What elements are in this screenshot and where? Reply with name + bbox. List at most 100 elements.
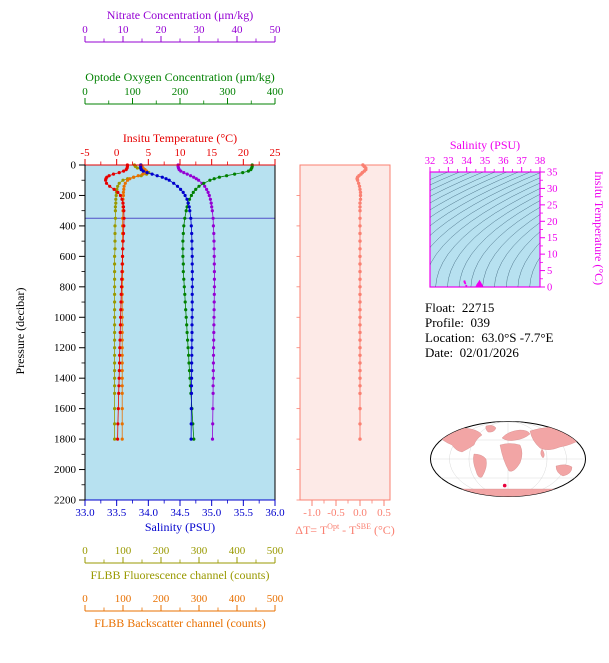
data-point [114,193,118,198]
tick-label: 400 [229,545,246,557]
data-point [189,384,194,388]
tick-label: 33.0 [75,507,95,519]
data-point [190,353,194,357]
data-point [190,308,194,312]
data-point [181,247,185,251]
data-point [104,181,109,185]
isopycnals [430,172,540,287]
plot-background [85,165,275,500]
data-point [187,369,192,373]
data-point [358,330,362,335]
tick-label: 20 [238,147,250,159]
data-point [118,193,123,198]
data-point [212,338,216,342]
tick-label: 33.5 [107,507,127,519]
tick-label: 400 [60,220,77,232]
tick-label: 0 [82,24,88,36]
tick-label: 1800 [54,434,77,446]
data-point [116,190,120,194]
main-curves [104,163,254,441]
tick-label: -1.0 [303,507,321,519]
data-point [211,376,215,380]
isopycnal-line [430,172,531,227]
data-point [212,346,216,350]
map-land [473,453,487,478]
data-point [209,201,213,205]
data-point [184,209,188,213]
float-location: Location: 63.0°S -7.7°E [425,330,554,345]
data-point [118,338,122,342]
tick-label: 1400 [54,373,77,385]
data-point [358,239,362,243]
data-point [167,178,171,182]
data-point [113,407,117,411]
data-point [182,285,186,289]
nitrate-axis: 0 10 20 30 40 50 [82,24,281,43]
data-point [206,190,210,194]
delta-t-axis: -1.0 -0.5 0.0 0.5 [300,499,391,519]
tick-label: 0 [82,593,88,605]
data-point [181,239,185,243]
data-point [187,353,191,357]
data-point [119,308,123,312]
data-point [211,407,215,411]
data-point [210,437,215,441]
data-point [358,353,362,357]
data-point [211,361,215,365]
data-point [107,174,111,178]
isopycnal-line [494,222,540,287]
data-point [358,406,362,411]
data-point [210,209,214,213]
isopycnal-line [517,242,540,287]
data-point [202,181,206,185]
data-point [212,231,216,236]
data-point [120,254,125,258]
data-point [113,346,117,350]
map-land [485,425,497,433]
tick-label: 36 [498,156,509,167]
data-point [210,205,214,209]
data-point [123,181,127,185]
data-point [208,197,212,201]
plot-background [299,164,391,501]
ts-temperature-axis: 0 5 10 15 20 25 30 35 [540,168,558,294]
data-point [183,193,187,198]
data-point [185,197,189,201]
data-point [211,384,215,388]
data-point [112,187,116,191]
tick-label: 32 [425,156,436,167]
data-point [358,300,362,304]
data-point [126,178,130,182]
data-point [113,369,117,373]
data-point [113,308,117,312]
data-point [117,384,121,388]
data-point [194,177,198,181]
data-point [120,437,124,441]
data-point [120,270,124,274]
data-point [118,353,122,357]
tick-label: 300 [191,593,208,605]
data-point [120,353,124,357]
isopycnal-line [458,200,540,287]
data-point [190,330,194,335]
data-point [212,308,216,312]
tick-label: 37 [516,156,527,167]
map-land [499,443,523,472]
data-point [205,187,209,191]
data-point [120,262,124,266]
data-point [160,175,164,179]
data-point [181,231,185,236]
isopycnal-line [430,177,540,248]
delta-title-text: (°C) [370,523,395,537]
tick-label: 0 [547,283,552,294]
data-point [191,190,195,194]
data-point [118,346,122,350]
data-point [186,338,190,342]
data-point [358,209,362,213]
data-point [113,209,117,213]
data-point [355,178,360,182]
map-interior [432,421,584,497]
data-point [182,277,186,281]
data-point [119,285,124,289]
